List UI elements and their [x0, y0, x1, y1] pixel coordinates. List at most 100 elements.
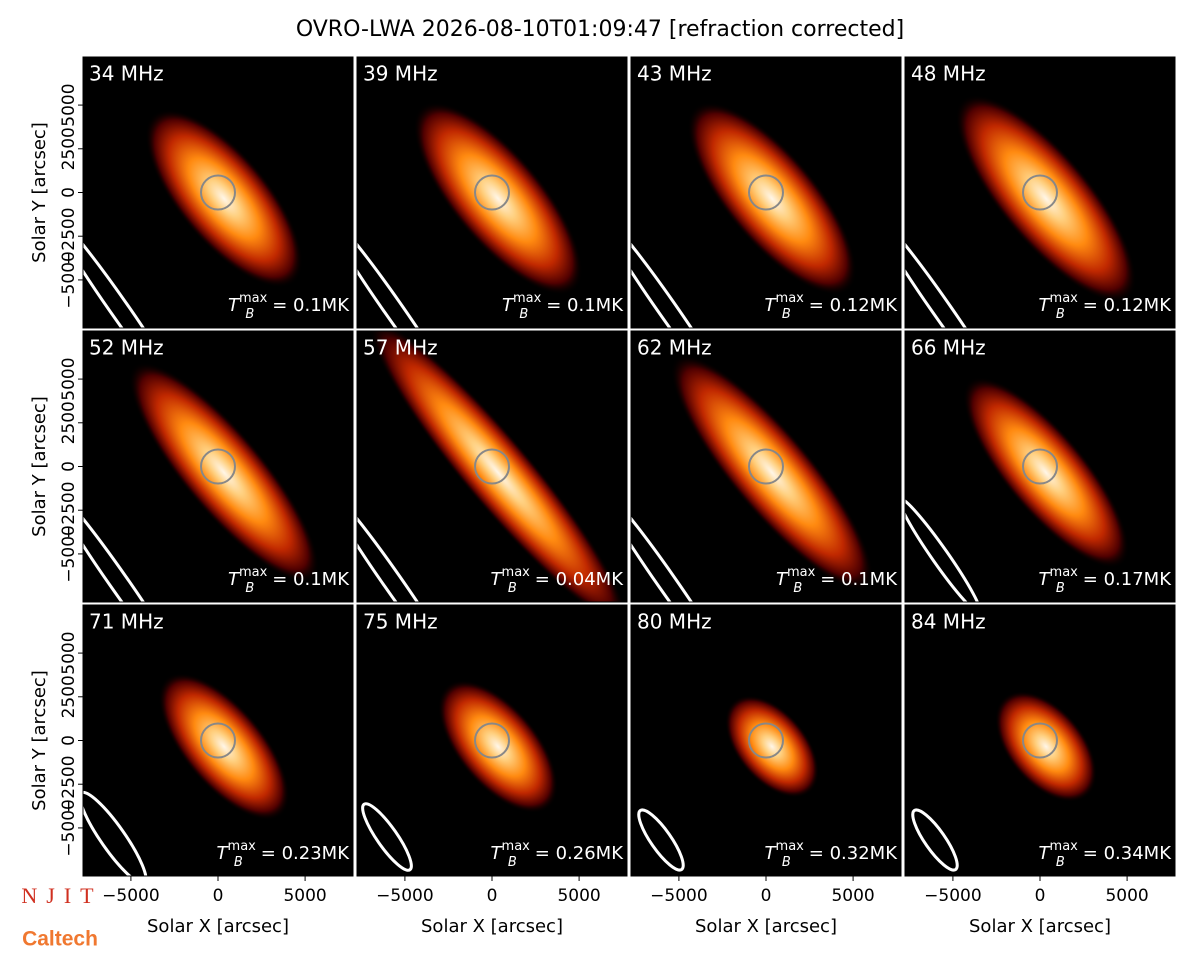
frequency-label: 75 MHz: [363, 610, 438, 634]
panel: [631, 331, 901, 602]
beam: [905, 211, 1008, 328]
tmax-part: T: [765, 843, 778, 864]
panel-frame: [630, 330, 902, 603]
panel: [83, 605, 353, 876]
radio-source: [687, 102, 857, 295]
tmax-part: T: [491, 569, 504, 590]
tmax-part: B: [508, 855, 517, 870]
tmax-part: T: [228, 569, 241, 590]
tmax-part: max: [228, 839, 257, 854]
solar-disk: [474, 722, 510, 759]
frequency-label: 52 MHz: [89, 336, 164, 360]
tmax-part: max: [239, 565, 268, 580]
y-tick-label: 5000: [59, 83, 79, 126]
radio-source: [128, 362, 320, 583]
x-tick-label: −5000: [924, 886, 982, 906]
tmax-label: Tmax B = 0.1MK: [502, 291, 624, 322]
tmax-label: Tmax B = 0.34MK: [1039, 839, 1173, 870]
solar-disk: [748, 448, 784, 485]
beam: [357, 485, 460, 602]
tmax-part: T: [1039, 295, 1052, 316]
x-tick-label: −5000: [102, 886, 160, 906]
x-tick-label: −5000: [650, 886, 708, 906]
panel-frame: [356, 330, 628, 603]
panel: [905, 57, 1175, 328]
tmax-label: Tmax B = 0.1MK: [228, 565, 350, 596]
y-tick-label: −2500: [59, 207, 79, 265]
tmax-part: max: [239, 291, 268, 306]
beam: [631, 211, 734, 328]
frequency-label: 43 MHz: [637, 62, 712, 86]
radio-source: [438, 680, 558, 813]
tmax-part: T: [228, 295, 241, 316]
tmax-label: Tmax B = 0.23MK: [217, 839, 351, 870]
njit-logo: NJIT: [21, 883, 102, 908]
tmax-part: T: [1039, 843, 1052, 864]
tmax-part: = 0.04MK: [535, 569, 624, 590]
tmax-part: B: [245, 581, 254, 596]
panel: [83, 331, 353, 602]
tmax-part: B: [1056, 855, 1065, 870]
frequency-label: 84 MHz: [911, 610, 986, 634]
beam: [83, 211, 186, 328]
tmax-part: max: [1050, 291, 1079, 306]
tmax-label: Tmax B = 0.12MK: [765, 291, 899, 322]
tmax-part: max: [776, 291, 805, 306]
y-tick-label: −2500: [59, 755, 79, 813]
radio-source: [158, 672, 290, 821]
frequency-label: 66 MHz: [911, 336, 986, 360]
tmax-part: = 0.26MK: [535, 843, 624, 864]
x-axis-label: Solar X [arcsec]: [147, 916, 289, 937]
tmax-part: B: [1056, 307, 1065, 322]
tmax-part: B: [508, 581, 517, 596]
panel-frame: [904, 330, 1176, 603]
caltech-logo: Caltech: [22, 928, 98, 951]
tmax-part: B: [793, 581, 802, 596]
tmax-part: = 0.12MK: [809, 295, 898, 316]
tmax-part: T: [1039, 569, 1052, 590]
tmax-part: = 0.17MK: [1083, 569, 1172, 590]
x-axis-label: Solar X [arcsec]: [421, 916, 563, 937]
tmax-label: Tmax B = 0.1MK: [776, 565, 898, 596]
tmax-part: = 0.1MK: [272, 569, 350, 590]
x-tick-label: 5000: [1105, 886, 1148, 906]
y-tick-label: 0: [59, 461, 79, 472]
panel: [357, 331, 627, 602]
panel: [631, 57, 901, 328]
tmax-label: Tmax B = 0.1MK: [228, 291, 350, 322]
radio-source: [955, 94, 1137, 303]
beam: [83, 485, 186, 602]
y-axis-label: Solar Y [arcsec]: [29, 396, 50, 537]
tmax-part: = 0.12MK: [1083, 295, 1172, 316]
tmax-part: = 0.23MK: [261, 843, 350, 864]
x-tick-label: 5000: [283, 886, 326, 906]
radio-source: [995, 691, 1097, 802]
y-tick-label: 0: [59, 187, 79, 198]
solar-disk: [200, 174, 236, 211]
x-axis-label: Solar X [arcsec]: [695, 916, 837, 937]
panel: [631, 605, 901, 876]
y-tick-label: −5000: [59, 799, 79, 857]
tmax-part: = 0.1MK: [546, 295, 624, 316]
panel-frame: [904, 56, 1176, 329]
tmax-part: max: [1050, 839, 1079, 854]
solar-disk: [1022, 174, 1058, 211]
solar-disk: [1022, 448, 1058, 485]
figure-title: OVRO-LWA 2026-08-10T01:09:47 [refraction…: [296, 17, 904, 42]
panel: [357, 605, 627, 876]
beam: [637, 808, 685, 872]
beam: [361, 802, 413, 872]
y-tick-label: 2500: [59, 127, 79, 170]
tmax-part: T: [776, 569, 789, 590]
y-tick-label: 5000: [59, 357, 79, 400]
tmax-part: B: [782, 307, 791, 322]
tmax-part: = 0.1MK: [820, 569, 898, 590]
y-tick-label: 0: [59, 735, 79, 746]
x-tick-label: 0: [1035, 886, 1046, 906]
tmax-part: max: [502, 839, 531, 854]
frequency-label: 34 MHz: [89, 62, 164, 86]
panel: [905, 605, 1175, 876]
panel: [357, 57, 627, 328]
panel-frame: [630, 56, 902, 329]
